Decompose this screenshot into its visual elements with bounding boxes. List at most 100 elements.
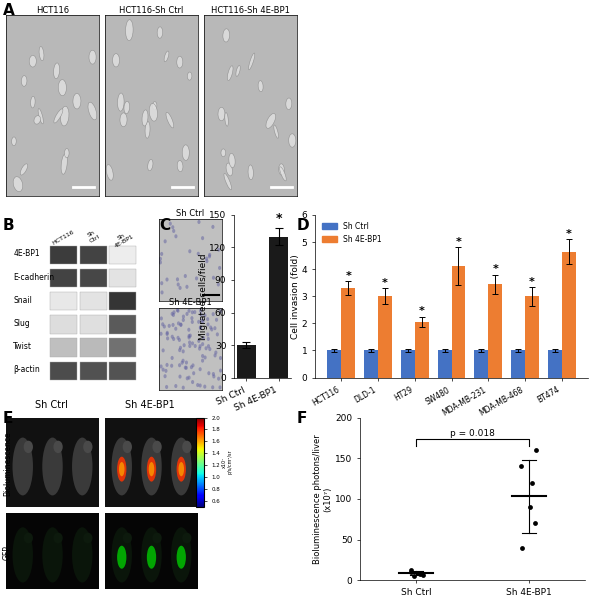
Ellipse shape <box>194 344 197 348</box>
Ellipse shape <box>29 55 37 67</box>
Ellipse shape <box>169 222 172 226</box>
Ellipse shape <box>171 438 191 495</box>
Ellipse shape <box>170 312 174 316</box>
Ellipse shape <box>203 384 206 389</box>
Text: B: B <box>3 218 14 233</box>
Ellipse shape <box>266 114 275 128</box>
Ellipse shape <box>191 310 194 314</box>
Text: Sh 4E-BP1: Sh 4E-BP1 <box>125 400 175 410</box>
Ellipse shape <box>112 527 132 583</box>
Text: Snail: Snail <box>13 296 32 305</box>
Ellipse shape <box>179 323 182 327</box>
Point <box>526 502 535 512</box>
FancyBboxPatch shape <box>109 246 136 264</box>
Ellipse shape <box>182 441 191 453</box>
Ellipse shape <box>289 134 296 147</box>
Ellipse shape <box>200 319 203 323</box>
Ellipse shape <box>214 351 217 354</box>
Ellipse shape <box>112 438 132 495</box>
FancyBboxPatch shape <box>79 362 107 380</box>
Ellipse shape <box>178 363 181 367</box>
Text: Sh
4E-BP1: Sh 4E-BP1 <box>110 229 135 249</box>
Ellipse shape <box>215 318 218 322</box>
FancyBboxPatch shape <box>50 269 77 287</box>
Ellipse shape <box>218 266 221 270</box>
Ellipse shape <box>124 101 130 114</box>
Ellipse shape <box>191 341 194 346</box>
Ellipse shape <box>201 236 204 240</box>
Ellipse shape <box>195 276 198 281</box>
Text: *: * <box>382 278 388 288</box>
Ellipse shape <box>13 527 33 583</box>
Ellipse shape <box>212 372 215 376</box>
Bar <box>488 284 502 378</box>
Ellipse shape <box>174 384 178 388</box>
Y-axis label: Cell invasion (fold): Cell invasion (fold) <box>291 254 300 339</box>
Point <box>415 569 425 578</box>
Ellipse shape <box>184 365 187 370</box>
Ellipse shape <box>83 532 92 543</box>
Ellipse shape <box>53 63 59 79</box>
Bar <box>328 351 341 378</box>
Ellipse shape <box>13 177 23 192</box>
Ellipse shape <box>53 441 63 453</box>
FancyBboxPatch shape <box>79 316 107 333</box>
Ellipse shape <box>164 239 167 243</box>
Ellipse shape <box>197 339 200 343</box>
Text: F: F <box>297 411 307 426</box>
Text: E-cadherin: E-cadherin <box>13 273 55 282</box>
Ellipse shape <box>205 346 208 351</box>
Y-axis label: Migrated cells/field: Migrated cells/field <box>199 253 208 340</box>
Ellipse shape <box>221 149 226 157</box>
Ellipse shape <box>197 252 200 256</box>
Ellipse shape <box>175 235 178 238</box>
Ellipse shape <box>171 225 175 229</box>
Ellipse shape <box>174 327 178 331</box>
Ellipse shape <box>149 104 158 121</box>
Ellipse shape <box>182 349 185 354</box>
Bar <box>236 345 256 378</box>
Ellipse shape <box>212 276 215 280</box>
Ellipse shape <box>89 50 96 64</box>
Ellipse shape <box>157 27 163 38</box>
Ellipse shape <box>117 457 127 481</box>
Ellipse shape <box>224 173 232 190</box>
Ellipse shape <box>190 365 193 369</box>
Ellipse shape <box>192 371 195 375</box>
Ellipse shape <box>106 165 113 181</box>
Ellipse shape <box>185 360 188 365</box>
Ellipse shape <box>211 225 214 229</box>
Text: *: * <box>492 265 498 274</box>
Point <box>409 571 419 581</box>
Text: 4E-BP1: 4E-BP1 <box>13 249 40 258</box>
Ellipse shape <box>176 282 180 287</box>
Text: *: * <box>346 271 351 281</box>
Ellipse shape <box>209 325 212 330</box>
Ellipse shape <box>214 326 217 330</box>
Text: *: * <box>566 229 572 239</box>
Ellipse shape <box>190 316 193 320</box>
Point <box>419 570 428 580</box>
Ellipse shape <box>193 310 196 314</box>
Ellipse shape <box>120 113 127 126</box>
Ellipse shape <box>197 220 200 224</box>
Ellipse shape <box>184 274 187 278</box>
Ellipse shape <box>31 96 35 108</box>
Ellipse shape <box>274 125 278 138</box>
Ellipse shape <box>159 260 162 265</box>
Text: *: * <box>455 237 461 247</box>
Ellipse shape <box>122 532 132 543</box>
Ellipse shape <box>258 80 263 91</box>
Bar <box>511 351 525 378</box>
Ellipse shape <box>54 109 63 123</box>
Bar <box>378 296 392 378</box>
Ellipse shape <box>182 314 185 319</box>
Text: *: * <box>529 276 535 287</box>
Ellipse shape <box>166 331 169 335</box>
Ellipse shape <box>188 333 192 338</box>
Point <box>530 518 539 528</box>
Bar <box>548 351 562 378</box>
Ellipse shape <box>117 546 127 569</box>
FancyBboxPatch shape <box>79 338 107 357</box>
FancyBboxPatch shape <box>79 269 107 287</box>
